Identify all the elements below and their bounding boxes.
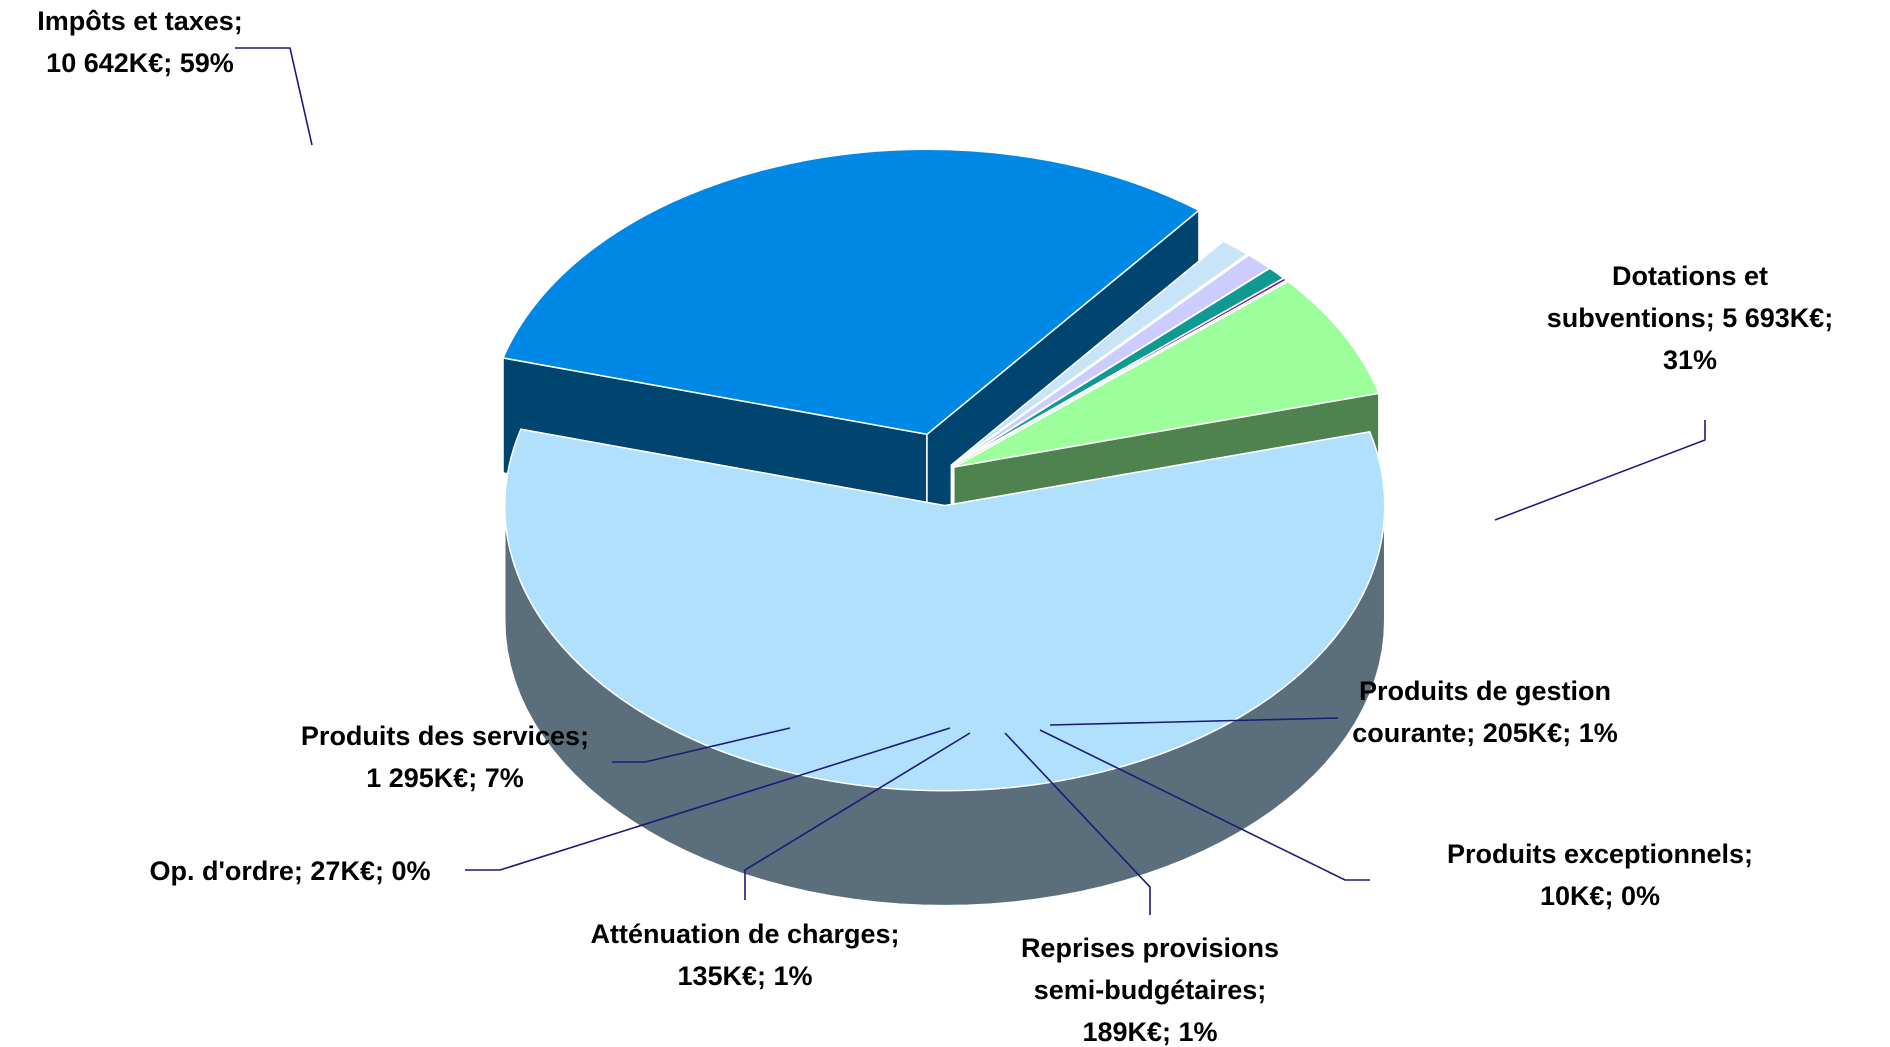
leader-line [1004,732,1151,915]
leader-line [1494,420,1706,521]
data-label-line: courante; 205K€; 1% [1352,718,1618,748]
data-label-line: 10K€; 0% [1540,881,1660,911]
data-label-line: Op. d'ordre; 27K€; 0% [150,856,431,886]
data-label-line: 189K€; 1% [1082,1017,1217,1047]
pie-slice [503,428,1386,907]
data-label: Produits exceptionnels; 10K€; 0% [1447,839,1753,911]
slices-layer [502,148,1386,907]
leader-line [1039,729,1370,881]
pie-slice-top [953,280,1380,468]
data-label-line: Dotations et [1612,261,1768,291]
data-label-line: 1 295K€; 7% [366,763,524,793]
leader-line [235,47,313,146]
data-label-line: Produits des services; [301,721,589,751]
leader-lines [235,47,1706,915]
leader-line [744,732,971,900]
data-label-line: 135K€; 1% [677,961,812,991]
leader-line [612,727,791,763]
data-label-line: 31% [1663,345,1717,375]
pie-slice-top [951,277,1288,467]
data-label: Dotations et subventions; 5 693K€; 31% [1547,261,1834,375]
data-label: Produits de gestion courante; 205K€; 1% [1352,676,1618,748]
data-label-line: Reprises provisions [1021,933,1279,963]
data-label: Impôts et taxes; 10 642K€; 59% [37,6,243,78]
data-labels: Impôts et taxes; 10 642K€; 59% Dotations e… [37,6,1833,1047]
data-label: Produits des services; 1 295K€; 7% [301,721,589,793]
data-label-line: Produits de gestion [1359,676,1611,706]
pie-slice-top [503,428,1386,792]
leader-line [1049,717,1339,726]
data-label-line: Atténuation de charges; [590,919,899,949]
data-label-line: Produits exceptionnels; [1447,839,1753,869]
data-label-line: subventions; 5 693K€; [1547,303,1834,333]
data-label-line: semi-budgétaires; [1034,975,1267,1005]
pie-slice-top [502,148,1200,436]
data-label: Reprises provisions semi-budgétaires; 189K… [1021,933,1279,1047]
data-label: Atténuation de charges; 135K€; 1% [590,919,899,991]
data-label: Op. d'ordre; 27K€; 0% [150,856,431,886]
data-label-line: 10 642K€; 59% [46,48,234,78]
leader-line [465,727,951,871]
data-label-line: Impôts et taxes; [37,6,243,36]
